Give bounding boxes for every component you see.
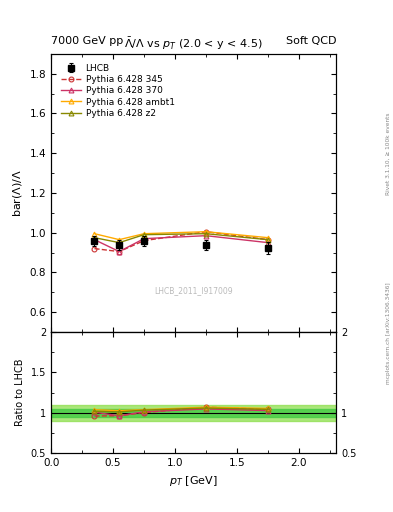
Pythia 6.428 ambt1 [92, 230, 97, 237]
Pythia 6.428 ambt1 [266, 234, 270, 241]
Pythia 6.428 ambt1 [204, 229, 208, 235]
Bar [51, 404, 336, 421]
Bar [51, 409, 336, 417]
Pythia 6.428 z2 [141, 231, 146, 238]
Line: Pythia 6.428 345: Pythia 6.428 345 [92, 229, 270, 254]
Pythia 6.428 345 [141, 238, 146, 244]
Pythia 6.428 345 [117, 248, 121, 254]
Pythia 6.428 ambt1 [117, 237, 121, 243]
Text: mcplots.cern.ch [arXiv:1306.3436]: mcplots.cern.ch [arXiv:1306.3436] [386, 282, 391, 383]
Pythia 6.428 370 [117, 248, 121, 254]
Y-axis label: bar($\Lambda$)/$\Lambda$: bar($\Lambda$)/$\Lambda$ [11, 169, 24, 217]
Title: $\bar{\Lambda}/\Lambda$ vs $p_T$ (2.0 < y < 4.5): $\bar{\Lambda}/\Lambda$ vs $p_T$ (2.0 < … [124, 36, 263, 52]
Pythia 6.428 370 [204, 232, 208, 239]
Pythia 6.428 370 [141, 236, 146, 242]
Legend: LHCB, Pythia 6.428 345, Pythia 6.428 370, Pythia 6.428 ambt1, Pythia 6.428 z2: LHCB, Pythia 6.428 345, Pythia 6.428 370… [59, 61, 177, 120]
Pythia 6.428 345 [204, 229, 208, 235]
Line: Pythia 6.428 370: Pythia 6.428 370 [92, 233, 270, 254]
Pythia 6.428 345 [266, 237, 270, 243]
Text: 7000 GeV pp: 7000 GeV pp [51, 36, 123, 46]
Text: Soft QCD: Soft QCD [286, 36, 336, 46]
Pythia 6.428 z2 [92, 234, 97, 241]
X-axis label: $p_T$ [GeV]: $p_T$ [GeV] [169, 474, 218, 487]
Pythia 6.428 ambt1 [141, 230, 146, 237]
Pythia 6.428 370 [92, 237, 97, 243]
Pythia 6.428 370 [266, 240, 270, 246]
Line: Pythia 6.428 z2: Pythia 6.428 z2 [92, 231, 270, 245]
Text: LHCB_2011_I917009: LHCB_2011_I917009 [154, 286, 233, 295]
Pythia 6.428 345 [92, 246, 97, 252]
Pythia 6.428 z2 [266, 237, 270, 243]
Pythia 6.428 z2 [117, 240, 121, 246]
Line: Pythia 6.428 ambt1: Pythia 6.428 ambt1 [92, 229, 270, 242]
Text: Rivet 3.1.10, ≥ 100k events: Rivet 3.1.10, ≥ 100k events [386, 112, 391, 195]
Y-axis label: Ratio to LHCB: Ratio to LHCB [15, 359, 25, 426]
Pythia 6.428 z2 [204, 230, 208, 237]
